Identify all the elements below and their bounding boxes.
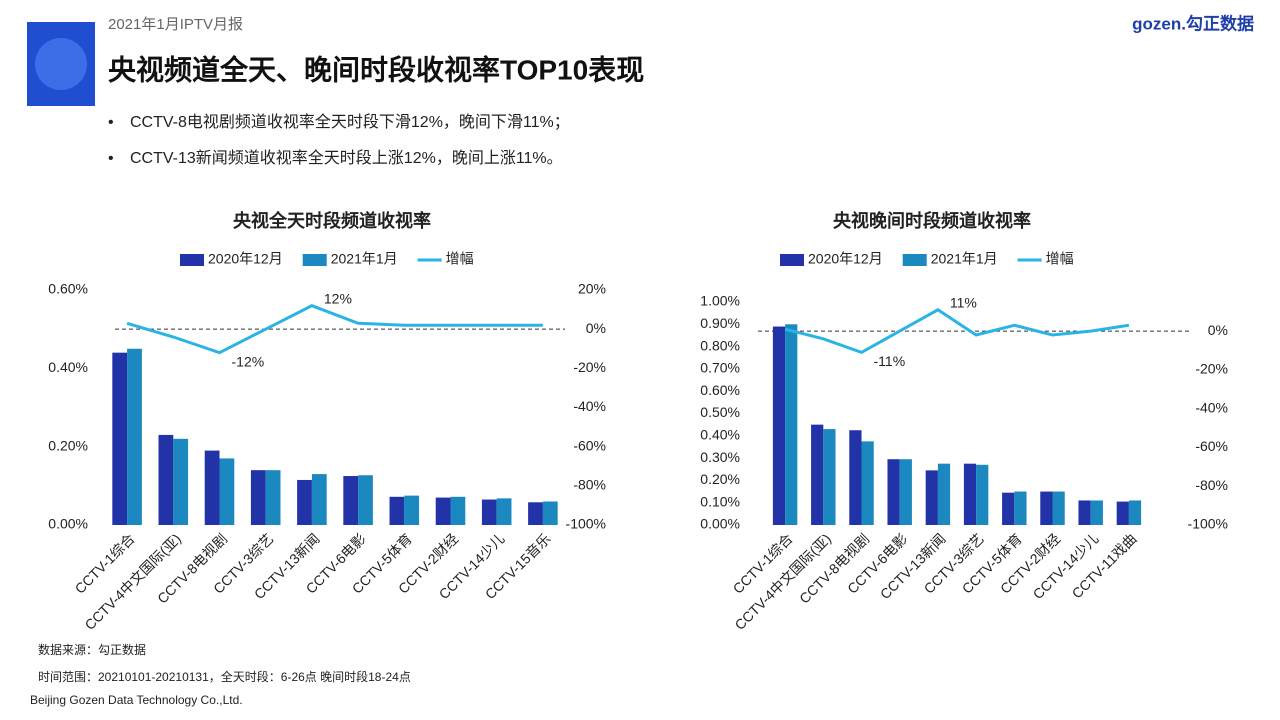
y2-tick-label: 0% [1208, 322, 1228, 338]
bar [311, 474, 327, 525]
bar [849, 430, 862, 525]
bar [343, 476, 359, 525]
y-tick-label: 0.40% [48, 359, 88, 375]
legend-label: 2020年12月 [208, 251, 283, 267]
bar [528, 502, 543, 525]
source: 数据来源：勾正数据 [38, 642, 146, 657]
data-label: -11% [874, 353, 906, 369]
bar [937, 463, 951, 525]
bar [823, 429, 836, 525]
bar [811, 424, 824, 525]
bullet: CCTV-13新闻频道收视率全天时段上涨12%，晚间上涨11%。 [130, 149, 563, 167]
y2-tick-label: -80% [573, 477, 606, 493]
legend-label: 2021年1月 [331, 251, 398, 267]
bullet-dot: • [108, 114, 114, 131]
bar [1040, 491, 1053, 525]
bullet-dot: • [108, 150, 114, 167]
legend-swatch [302, 254, 327, 266]
y2-tick-label: -100% [566, 516, 606, 532]
chart-title: 央视全天时段频道收视率 [233, 210, 431, 231]
y-tick-label: 0.20% [700, 471, 740, 487]
y2-tick-label: -20% [1195, 361, 1228, 377]
y-tick-label: 0.70% [700, 360, 740, 376]
y-tick-label: 0.00% [700, 516, 740, 532]
bar [435, 497, 451, 525]
y-tick-label: 0.60% [48, 281, 88, 297]
bar [204, 450, 220, 525]
y-tick-label: 0.00% [48, 516, 88, 532]
line [784, 308, 1130, 355]
report-name: 2021年1月IPTV月报 [108, 16, 243, 33]
slide-title: 央视频道全天、晚间时段收视率TOP10表现 [108, 53, 644, 85]
logo-circle [35, 38, 87, 90]
y-tick-label: 1.00% [700, 293, 740, 309]
bar [1014, 491, 1027, 525]
bar [112, 352, 128, 525]
brand: gozen.勾正数据 [1132, 13, 1254, 33]
y2-tick-label: -60% [573, 437, 606, 453]
y2-tick-label: -40% [1195, 399, 1228, 415]
y-tick-label: 0.60% [700, 382, 740, 398]
bar [925, 470, 938, 525]
data-label: 12% [324, 290, 352, 306]
bar [219, 458, 235, 525]
legend-label: 增幅 [1046, 251, 1074, 267]
y-tick-label: 0.50% [700, 404, 740, 420]
bar [1090, 500, 1103, 525]
bar [785, 324, 798, 525]
bar [450, 496, 466, 525]
bullet: CCTV-8电视剧频道收视率全天时段下滑12%，晚间下滑11%； [130, 113, 570, 131]
bar [358, 475, 373, 525]
y-tick-label: 0.80% [700, 337, 740, 353]
y2-tick-label: 0% [586, 320, 606, 336]
legend-label: 增幅 [446, 251, 474, 267]
bar [297, 479, 312, 525]
y2-tick-label: -100% [1188, 516, 1228, 532]
bar [127, 348, 142, 525]
data-label: -12% [232, 353, 265, 369]
chart-title: 央视晚间时段频道收视率 [833, 210, 1031, 231]
bar [963, 463, 977, 525]
legend-swatch [180, 254, 204, 266]
y-tick-label: 0.90% [700, 315, 740, 331]
legend-label: 2020年12月 [808, 251, 883, 267]
y-tick-label: 0.40% [700, 427, 740, 443]
bar [861, 441, 874, 525]
bar [1002, 492, 1015, 525]
y2-tick-label: -40% [573, 398, 606, 414]
bar [404, 495, 420, 525]
bar [389, 496, 405, 525]
y-tick-label: 0.20% [48, 437, 88, 453]
legend-label: 2021年1月 [931, 251, 998, 267]
bar [1078, 500, 1091, 525]
company: Beijing Gozen Data Technology Co.,Ltd. [30, 693, 243, 707]
y-tick-label: 0.30% [700, 449, 740, 465]
bar [481, 499, 497, 525]
bar [1116, 501, 1129, 525]
bar [158, 434, 174, 525]
bar [1052, 491, 1065, 525]
y-tick-label: 0.10% [700, 493, 740, 509]
y2-tick-label: -20% [573, 359, 606, 375]
bar [1128, 500, 1142, 525]
legend-swatch [902, 254, 927, 266]
time-range: 时间范围：20210101-20210131，全天时段：6-26点 晚间时段18… [38, 669, 411, 684]
data-label: 11% [950, 294, 977, 310]
bar [265, 470, 281, 525]
bar [887, 459, 900, 525]
y2-tick-label: -80% [1195, 477, 1228, 493]
y2-tick-label: 20% [578, 281, 606, 297]
legend-swatch [780, 254, 804, 266]
bar [496, 498, 512, 525]
line [126, 304, 543, 355]
bar [772, 326, 786, 525]
y2-tick-label: -60% [1195, 438, 1228, 454]
bar [250, 470, 266, 525]
bar [173, 438, 189, 525]
bar [976, 464, 989, 525]
bar [542, 501, 558, 525]
bar [899, 459, 912, 525]
